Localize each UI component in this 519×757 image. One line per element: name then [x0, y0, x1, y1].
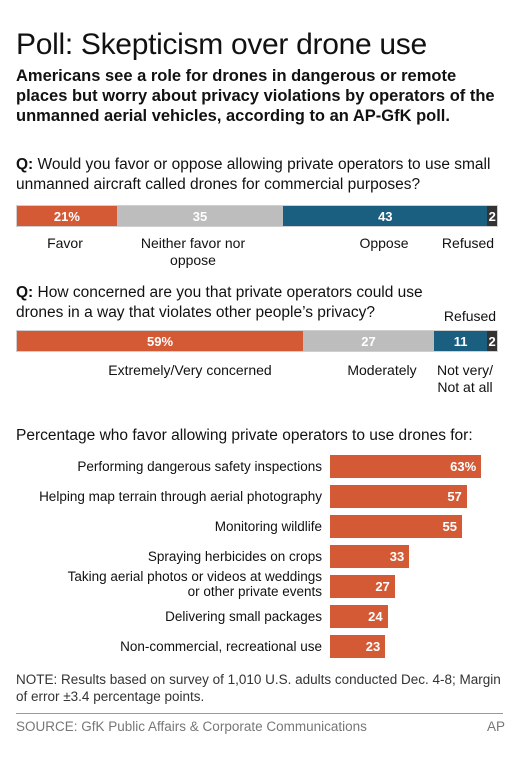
- stack1-label-favor: Favor: [47, 235, 83, 251]
- favor-bar-row: Non-commercial, recreational use 23: [0, 635, 519, 658]
- stacked-bar-2: 59% 27 11 2: [16, 330, 498, 352]
- favor-bar-label: Helping map terrain through aerial photo…: [39, 489, 322, 504]
- favor-bar-value: 55: [442, 519, 457, 534]
- divider: [16, 713, 503, 714]
- stack1-segment-refused: 2: [487, 206, 497, 226]
- question-prefix: Q:: [16, 284, 34, 301]
- favor-bar: [330, 545, 410, 568]
- favor-bar-label-line: or other private events: [187, 584, 322, 599]
- stack2-segment-moderately: 27: [303, 331, 434, 351]
- favor-bar-value: 24: [368, 609, 383, 624]
- favor-bar: [330, 485, 467, 508]
- favor-bar-row: Delivering small packages 24: [0, 605, 519, 628]
- stack1-label-refused: Refused: [441, 235, 495, 251]
- note-text: NOTE: Results based on survey of 1,010 U…: [16, 672, 501, 704]
- favor-bar-row: Taking aerial photos or videos at weddin…: [0, 569, 519, 599]
- favor-bar: [330, 635, 386, 658]
- credit-text: AP: [486, 719, 505, 734]
- stack2-label-moderately: Moderately: [347, 362, 417, 378]
- favor-bar-value: 23: [365, 639, 381, 654]
- favor-bar-label: Spraying herbicides on crops: [147, 549, 322, 564]
- favor-bar-label: Delivering small packages: [165, 609, 322, 624]
- stack1-segment-neither-favor-nor-oppose: 35: [116, 206, 284, 226]
- question-prefix: Q:: [16, 156, 34, 173]
- favor-bar-value: 57: [447, 489, 462, 504]
- chart-subtitle: Americans see a role for drones in dange…: [16, 67, 495, 125]
- source-text: SOURCE: GfK Public Affairs & Corporate C…: [16, 719, 367, 734]
- favor-bar-label: Performing dangerous safety inspections: [77, 459, 322, 474]
- favor-bar: [330, 515, 462, 538]
- stack2-segment-extremely-very-concerned: 59%: [17, 331, 304, 351]
- stack1-label-neither-favor-nor-oppose: Neither favor nor oppose: [140, 235, 246, 268]
- stack2-segment-refused: 2: [487, 331, 497, 351]
- favor-bar-value: 27: [375, 579, 390, 594]
- favor-bar: [330, 605, 388, 628]
- favor-bar-value: 33: [389, 549, 405, 564]
- stack2-segment-not-very-not-at-all: 11: [433, 331, 488, 351]
- question-1: Q: Would you favor or oppose allowing pr…: [16, 155, 511, 195]
- stack1-segment-oppose: 43: [283, 206, 488, 226]
- question-1-text: Would you favor or oppose allowing priva…: [16, 156, 491, 193]
- chart-title: Poll: Skepticism over drone use: [16, 28, 427, 61]
- favor-bar-row: Helping map terrain through aerial photo…: [0, 485, 519, 508]
- favor-bar-label: Taking aerial photos or videos at weddin…: [68, 569, 322, 599]
- favor-bar-value: 63%: [450, 459, 477, 474]
- stack1-segment-favor: 21%: [17, 206, 117, 226]
- favor-bar: [330, 455, 482, 478]
- favor-bar: [330, 575, 395, 598]
- question-2: Q: How concerned are you that private op…: [16, 283, 436, 323]
- favor-bar-row: Spraying herbicides on crops 33: [0, 545, 519, 568]
- favor-bar-label-line: Taking aerial photos or videos at weddin…: [67, 569, 322, 584]
- question-2-text: How concerned are you that private opera…: [16, 284, 423, 321]
- favor-bar-label: Non-commercial, recreational use: [120, 639, 322, 654]
- favor-bar-row: Monitoring wildlife 55: [0, 515, 519, 538]
- stack2-label-not-very-not-at-all: Not very/ Not at all: [436, 362, 493, 395]
- stack2-label-refused: Refused: [443, 308, 497, 324]
- stacked-bar-1: 21% 35 43 2: [16, 205, 498, 227]
- favor-bar-row: Performing dangerous safety inspections 6…: [0, 455, 519, 478]
- stack2-label-extremely-very-concerned: Extremely/Very concerned: [108, 362, 272, 378]
- stack1-label-oppose: Oppose: [359, 235, 409, 251]
- favor-bar-label: Monitoring wildlife: [214, 519, 322, 534]
- section-heading: Percentage who favor allowing private op…: [16, 427, 473, 444]
